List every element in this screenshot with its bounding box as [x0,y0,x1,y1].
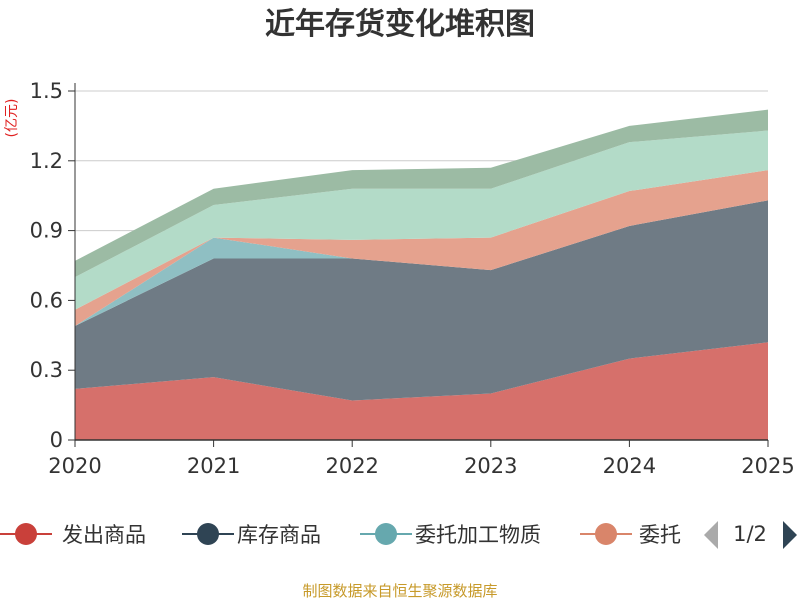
legend-item[interactable]: 委托 [580,523,681,547]
legend-item[interactable]: 库存商品 [182,523,321,547]
legend-label: 委托加工物质 [415,523,541,547]
y-tick-label: 0.9 [30,219,63,243]
legend-label: 发出商品 [62,523,146,547]
legend-item[interactable]: 委托加工物质 [360,523,541,547]
legend-item[interactable]: 发出商品 [0,523,146,547]
area-series-0 [75,342,768,440]
x-tick-label: 2022 [325,454,378,478]
area-series-4 [75,130,768,310]
legend-marker-icon [595,523,617,545]
data-source-footer: 制图数据来自恒生聚源数据库 [302,582,497,600]
legend-label: 委托 [639,523,681,547]
area-series-1 [75,200,768,401]
legend-marker-icon [197,523,219,545]
y-tick-label: 1.2 [30,149,63,173]
legend[interactable]: 发出商品 库存商品 委托加工物质 委托 [0,523,681,547]
legend-prev-page-icon[interactable] [704,521,718,549]
legend-label: 库存商品 [237,523,321,547]
y-tick-label: 0.3 [30,358,63,382]
x-tick-label: 2023 [464,454,517,478]
area-series-group [75,109,768,440]
axes: 0 0.3 0.6 0.9 1.2 1.5 2020 2021 2022 2023 2024 2025 [30,79,795,478]
legend-pager[interactable]: 1/2 [704,521,797,549]
legend-next-page-icon[interactable] [783,521,797,549]
y-tick-label: 0 [50,428,63,452]
y-tick-label: 0.6 [30,288,63,312]
x-tick-label: 2025 [741,454,794,478]
y-axis-unit-label: (亿元) [4,99,20,138]
legend-marker-icon [375,523,397,545]
x-tick-label: 2024 [603,454,656,478]
y-tick-label: 1.5 [30,79,63,103]
x-tick-label: 2021 [187,454,240,478]
legend-page-indicator: 1/2 [733,522,767,546]
x-tick-label: 2020 [48,454,101,478]
legend-marker-icon [15,523,37,545]
chart-title: 近年存货变化堆积图 [265,7,535,42]
area-series-3 [75,170,768,326]
area-series-5 [75,109,768,278]
